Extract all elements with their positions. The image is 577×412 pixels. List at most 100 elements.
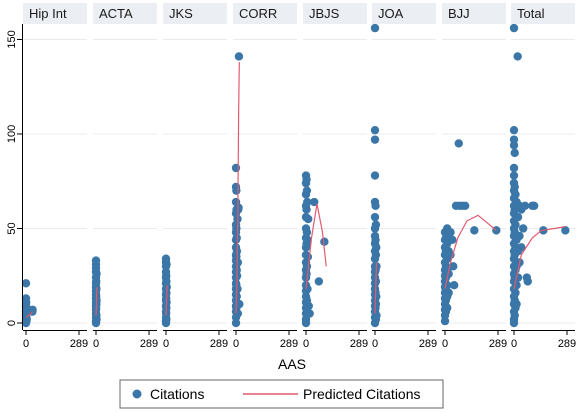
citation-point	[233, 309, 243, 318]
citation-point	[470, 226, 479, 235]
citation-point	[233, 284, 242, 294]
panel-title: JBJS	[309, 6, 340, 21]
citation-point	[512, 299, 521, 309]
predicted-citations-line	[25, 311, 34, 318]
x-tick-label: 0	[233, 338, 239, 350]
citation-point	[513, 212, 523, 222]
citation-point	[162, 315, 171, 324]
citation-point	[92, 315, 101, 324]
y-axis: 0 50 100 150	[6, 24, 23, 330]
citation-point	[513, 52, 522, 61]
x-tick-label: 0	[372, 338, 378, 350]
panel-jbjs: JBJS 0 289	[301, 3, 368, 350]
x-tick-label: 0	[93, 338, 99, 350]
x-tick-label: 0	[442, 338, 448, 350]
panel-strip	[511, 3, 575, 24]
citation-point	[511, 220, 520, 229]
panel-background	[163, 24, 227, 330]
x-tick-label: 0	[163, 338, 169, 350]
panel-background	[93, 24, 157, 330]
citation-point	[509, 141, 519, 150]
panel-strip	[233, 3, 297, 24]
predicted-citations-line	[95, 287, 98, 316]
citation-point	[231, 318, 241, 328]
panel-title: CORR	[239, 6, 277, 21]
citation-point	[302, 228, 312, 237]
y-tick-label: 150	[6, 30, 18, 48]
citation-point	[371, 220, 381, 229]
citation-point	[372, 292, 381, 301]
citation-point	[231, 163, 241, 173]
panel-title: Total	[517, 6, 545, 21]
citation-point	[22, 315, 31, 324]
panel-title: JOA	[378, 6, 404, 21]
panel-strip	[303, 3, 367, 24]
citation-point	[303, 284, 312, 294]
citation-point	[448, 235, 457, 245]
citation-point	[302, 262, 312, 271]
panel-joa: JOA 0 289	[370, 3, 437, 350]
predicted-citations-line	[513, 226, 566, 290]
predicted-citations-line	[235, 62, 240, 314]
panel-title: BJJ	[448, 6, 470, 21]
panel-jks: JKS 0 289	[161, 3, 228, 350]
citation-point	[302, 175, 311, 184]
citation-point	[303, 252, 313, 262]
citation-point	[443, 303, 452, 313]
panel-total: Total 0 289	[509, 3, 576, 350]
panel-title: Hip Int	[29, 6, 67, 21]
citation-point	[523, 277, 532, 286]
panel-background	[442, 24, 506, 330]
x-tick-label: 289	[489, 338, 507, 350]
x-tick-label: 0	[23, 338, 29, 350]
citation-point	[305, 309, 314, 318]
citation-point	[370, 23, 380, 33]
citation-point	[232, 224, 241, 233]
citation-point	[370, 135, 380, 144]
x-tick-label: 289	[140, 338, 158, 350]
x-axis-label: AAS	[278, 356, 306, 372]
citation-point	[511, 288, 520, 297]
x-tick-label: 0	[511, 338, 517, 350]
citation-point	[444, 288, 453, 297]
panel-title: JKS	[169, 6, 193, 21]
citation-point	[446, 228, 455, 237]
panel-title: ACTA	[99, 6, 133, 21]
predicted-citations-line	[305, 203, 327, 290]
panel-strip	[93, 3, 157, 24]
citation-point	[234, 203, 243, 212]
panel-bjj: BJJ 0 289	[440, 3, 507, 350]
citation-point	[304, 301, 313, 311]
citation-point	[302, 205, 311, 214]
predicted-citations-line	[444, 214, 497, 290]
legend-citations-label: Citations	[150, 386, 204, 402]
citation-point	[372, 311, 381, 320]
citation-point	[162, 260, 171, 269]
y-tick-label: 50	[6, 222, 18, 234]
citation-point	[520, 201, 530, 210]
panel-acta: ACTA 0 289	[91, 3, 158, 350]
citation-point	[370, 125, 380, 135]
citation-point	[515, 231, 524, 241]
citation-point	[371, 250, 381, 260]
citation-point	[509, 163, 519, 173]
citation-point	[310, 197, 319, 207]
panel-strip	[23, 3, 87, 24]
citation-point	[301, 318, 311, 328]
citation-point	[449, 262, 458, 271]
panel-strip	[372, 3, 436, 24]
panel-background	[233, 24, 297, 330]
x-tick-label: 289	[350, 338, 368, 350]
panel-hip-int: Hip Int 0 289	[21, 3, 88, 350]
citation-point	[235, 299, 244, 309]
panel-background	[303, 24, 367, 330]
citation-point	[232, 186, 241, 195]
citation-point	[529, 201, 539, 210]
citation-point	[371, 235, 380, 245]
citation-point	[510, 311, 519, 320]
y-tick-label: 0	[6, 320, 18, 326]
citation-point	[370, 212, 380, 222]
citation-point	[509, 171, 519, 180]
citation-point	[449, 280, 459, 290]
